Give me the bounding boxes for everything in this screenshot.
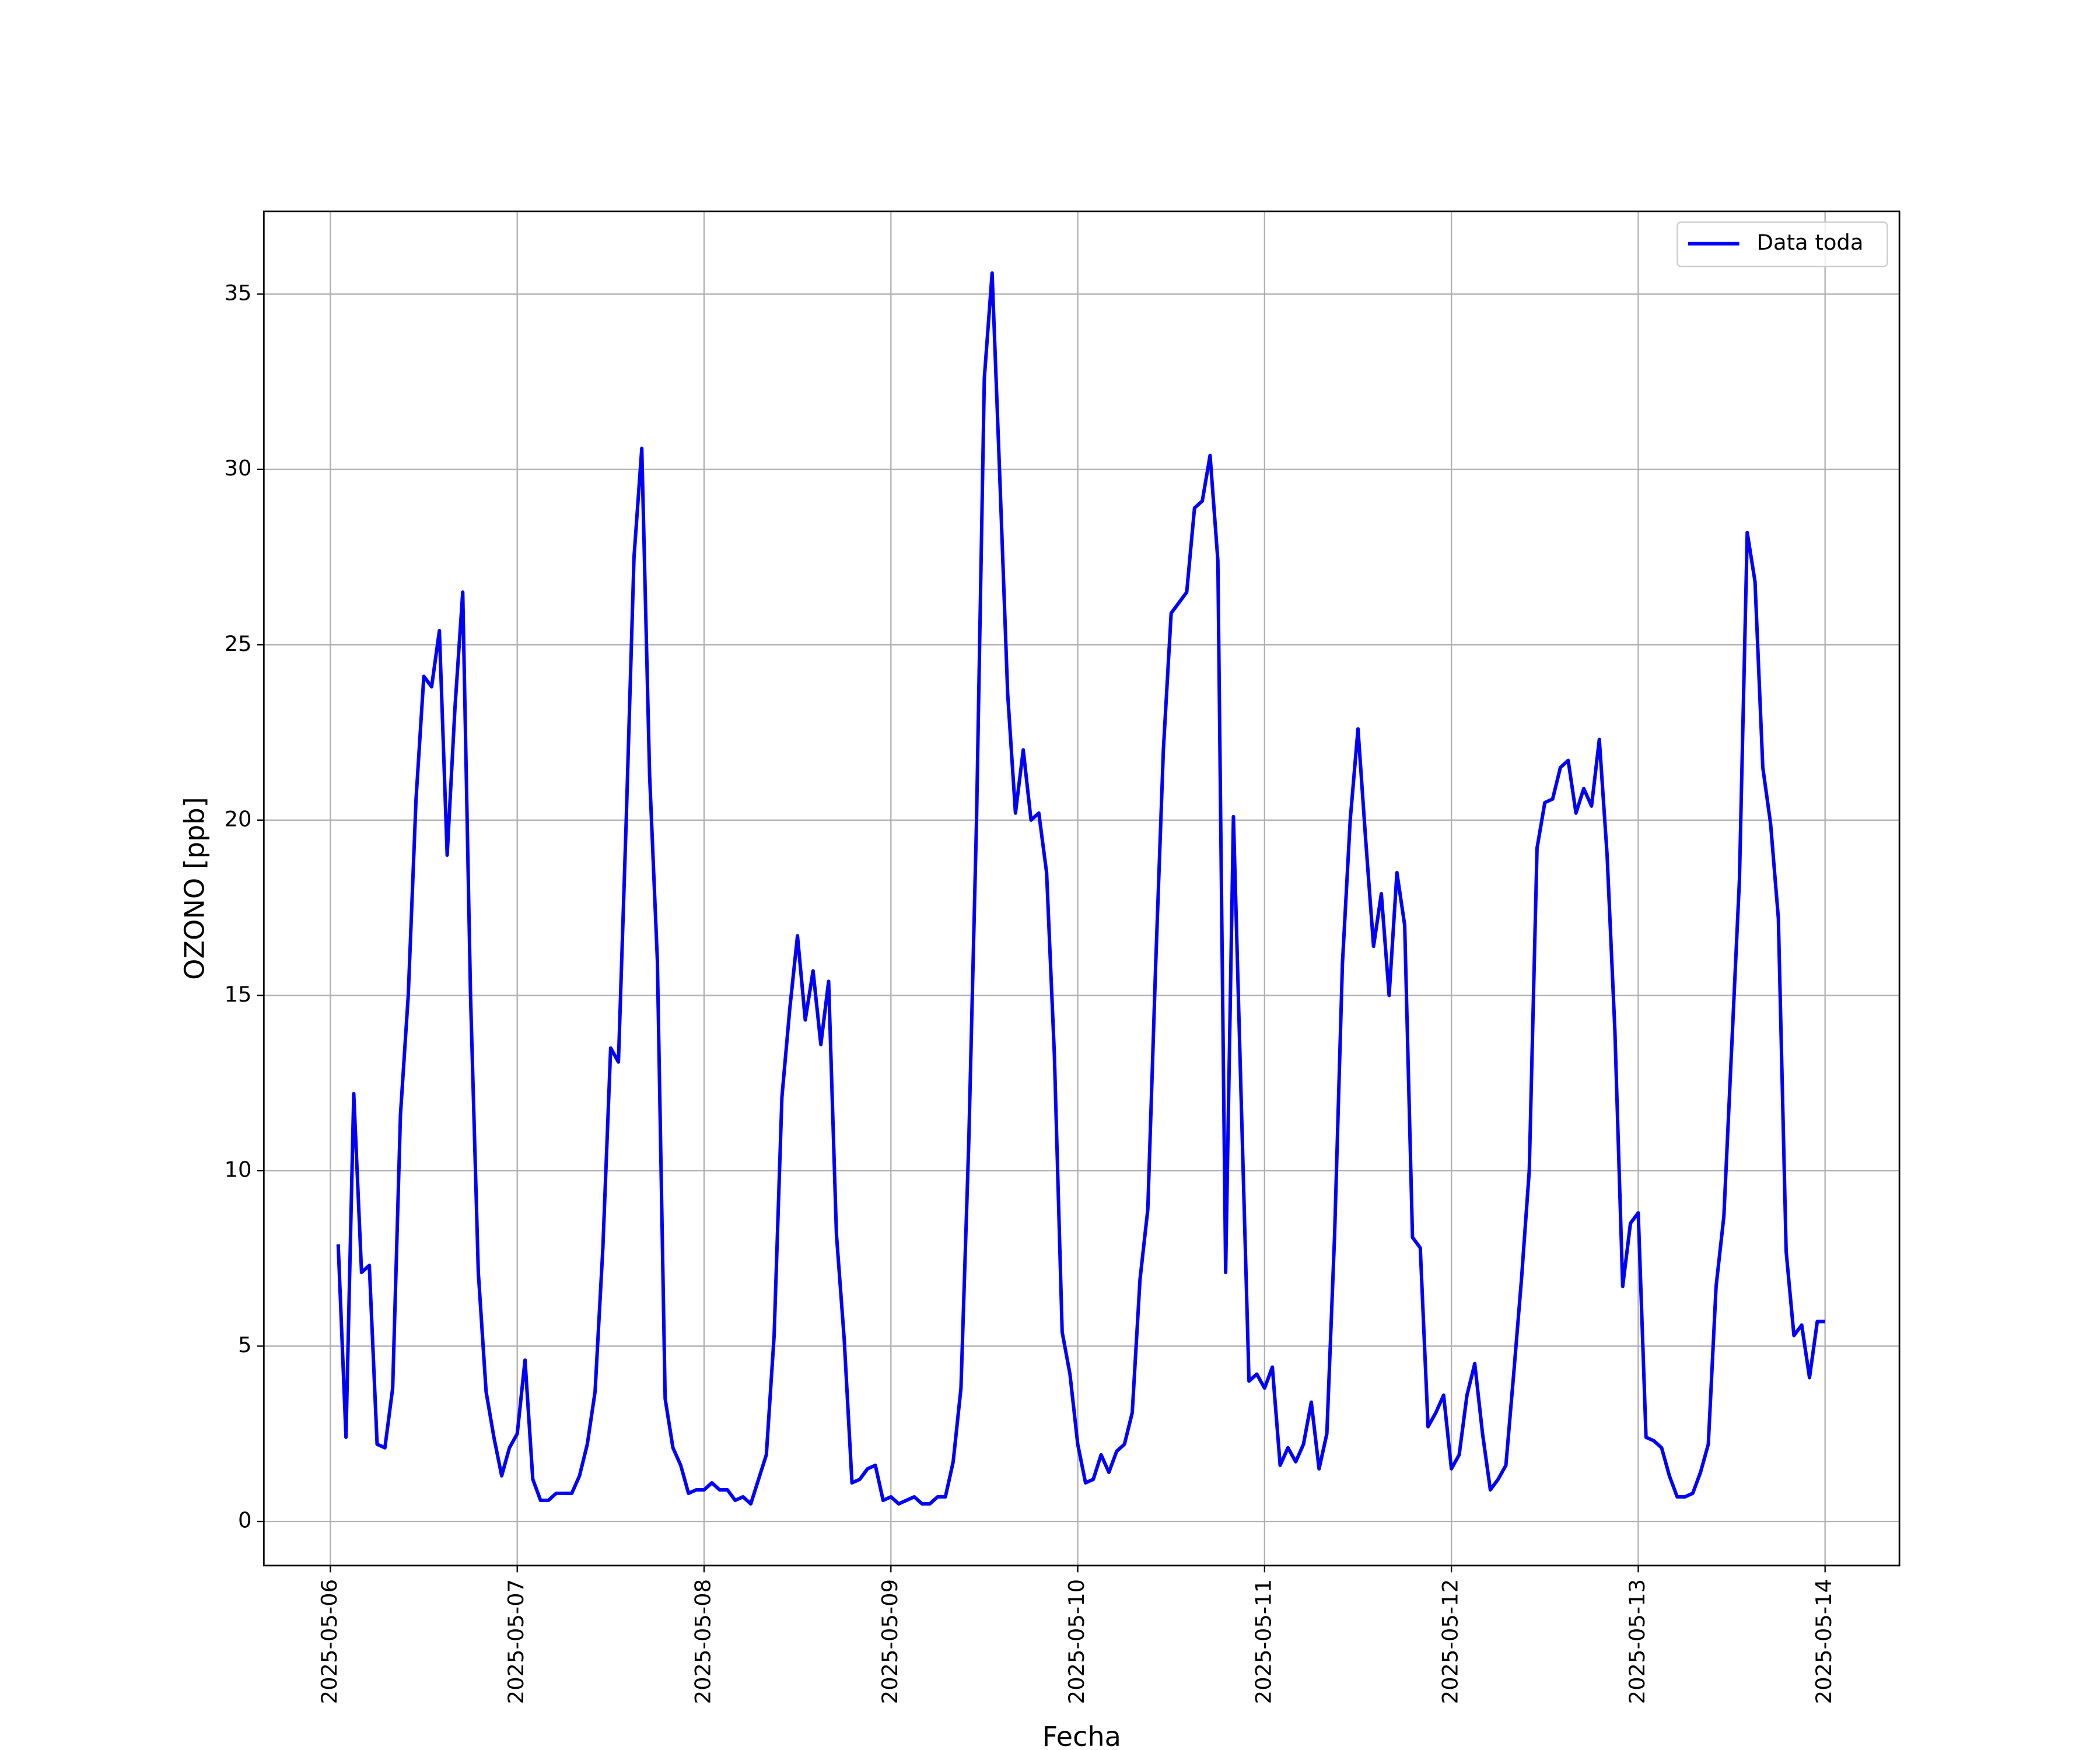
y-tick-label: 5 — [238, 1332, 251, 1357]
legend-label: Data toda — [1757, 230, 1864, 255]
x-tick-label: 2025-05-06 — [317, 1579, 342, 1704]
y-axis-label: OZONO [ppb] — [178, 797, 210, 980]
legend-box — [1676, 221, 1888, 268]
x-tick-label: 2025-05-09 — [877, 1579, 902, 1704]
y-tick-label: 25 — [225, 631, 252, 656]
x-tick-label: 2025-05-14 — [1811, 1579, 1836, 1704]
y-tick-label: 30 — [225, 456, 252, 481]
data-line — [336, 271, 1825, 1506]
x-tick-label: 2025-05-11 — [1251, 1579, 1276, 1704]
y-tick-label: 15 — [225, 982, 252, 1007]
y-tick-label: 10 — [225, 1157, 252, 1182]
x-tick-label: 2025-05-12 — [1438, 1579, 1463, 1704]
y-tick-label: 35 — [225, 281, 252, 306]
y-tick-label: 20 — [225, 806, 252, 831]
x-tick-label: 2025-05-13 — [1625, 1579, 1650, 1704]
x-tick-label: 2025-05-07 — [503, 1579, 528, 1704]
x-axis-label: Fecha — [1042, 1721, 1121, 1750]
x-tick-label: 2025-05-10 — [1064, 1579, 1089, 1704]
x-tick-label: 2025-05-08 — [690, 1579, 715, 1704]
y-tick-label: 0 — [238, 1508, 251, 1533]
plot-frame — [262, 210, 1901, 1567]
